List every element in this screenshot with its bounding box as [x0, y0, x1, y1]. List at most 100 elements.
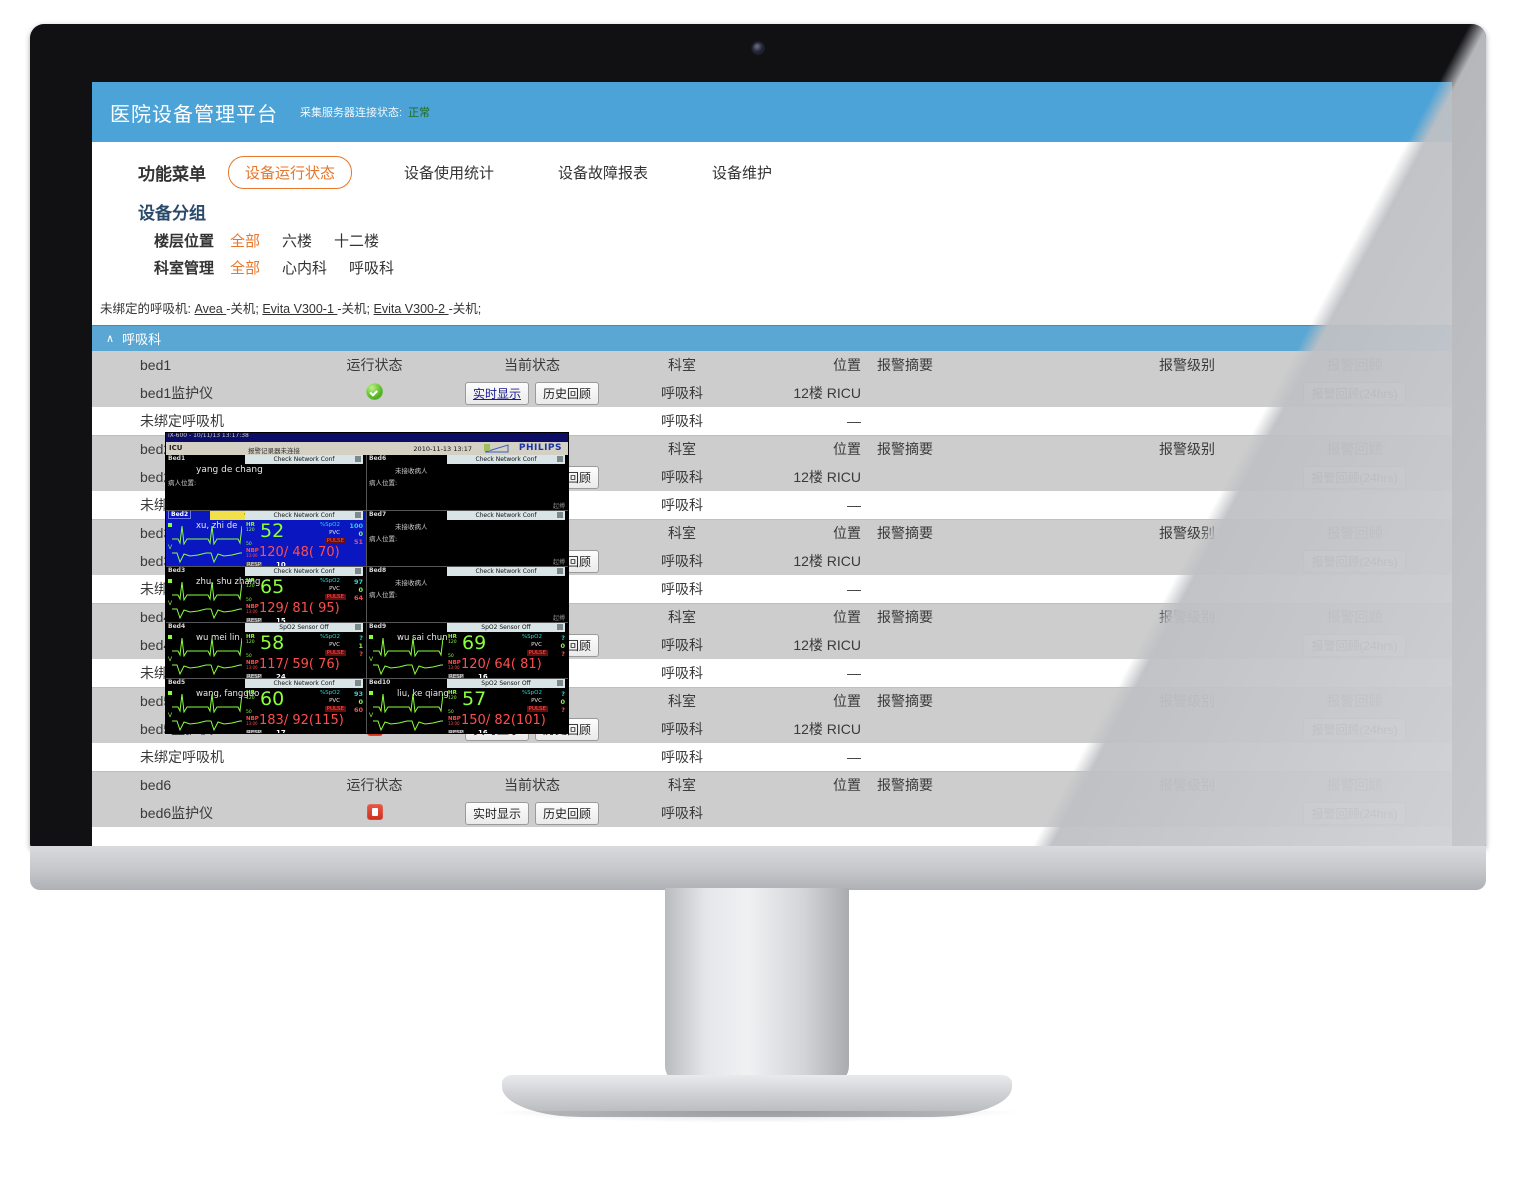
device-alarm-review: 报警回顾(24hrs) — [1257, 463, 1452, 491]
unbound-alarm-review — [1257, 491, 1452, 520]
nbp-label: NBP — [448, 660, 461, 666]
filter-floor-option-12f[interactable]: 十二楼 — [334, 233, 380, 250]
unbound-link-avea[interactable]: Avea — [194, 302, 227, 316]
alarm-review-24hrs-button[interactable]: 报警回顾(24hrs) — [1303, 801, 1406, 825]
monitor-bed-cell[interactable]: Bed10 SpO2 Sensor Off liu, ke qiang V HR 120 5… — [367, 679, 568, 733]
monitor-no-patient-text: 未接收病人 — [395, 523, 428, 531]
ecg-waveform — [373, 691, 443, 713]
nbp-label: NBP — [246, 604, 259, 610]
dropdown-arrow-icon — [557, 568, 563, 574]
filter-floor-option-6f[interactable]: 六楼 — [282, 233, 313, 250]
alarm-review-24hrs-button[interactable]: 报警回顾(24hrs) — [1303, 549, 1406, 573]
monitor-banner-status[interactable]: Check Network Conf — [245, 455, 363, 464]
monitor-bed-cell[interactable]: Bed5 Check Network Conf wang, fangguo V HR 12… — [166, 679, 366, 733]
device-department: 呼吸科 — [617, 631, 747, 659]
status-ok-icon — [366, 383, 383, 400]
monitor-banner-status[interactable]: Check Network Conf — [245, 679, 363, 688]
realtime-display-button[interactable]: 实时显示 — [464, 801, 529, 825]
monitor-vitals-panel: HR 120 50 52 %SpO2 100 PVC 0 PULSE 51 NBP 13:00 120/… — [246, 520, 364, 567]
hr-lower-limit: 50 — [246, 542, 252, 547]
monitor-banner-status[interactable]: Check Network Conf — [447, 511, 565, 520]
device-alarm-review: 报警回顾(24hrs) — [1257, 379, 1452, 407]
device-alarm-review: 报警回顾(24hrs) — [1257, 715, 1452, 743]
col-header-alarm-level: 报警级别 — [1117, 351, 1257, 379]
col-header-current-status: 当前状态 — [447, 771, 617, 799]
monitor-bed-cell[interactable]: Bed2* End Irregular HRCheck Network Conf… — [166, 511, 366, 567]
tab-device-running-status[interactable]: 设备运行状态 — [228, 156, 353, 189]
tab-device-maintenance[interactable]: 设备维护 — [712, 165, 773, 182]
device-location: 12楼 RICU — [747, 463, 867, 491]
alarm-review-24hrs-button[interactable]: 报警回顾(24hrs) — [1303, 717, 1406, 741]
unbound-ventilator-label: 未绑定呼吸机 — [92, 407, 302, 436]
unbound-link-evita-v300-1[interactable]: Evita V300-1 — [262, 302, 338, 316]
pulse-value: 60 — [353, 706, 363, 714]
monitor-banner-status[interactable]: SpO2 Sensor Off — [245, 623, 363, 632]
monitor-bed-cell[interactable]: Bed4 SpO2 Sensor Off wu mei lin V HR 120 50 58%… — [166, 623, 366, 679]
monitor-bed-cell[interactable]: Bed1 Check Network Conf yang de chang 病人位置: — [166, 455, 366, 511]
pvc-label: PVC — [329, 586, 340, 592]
alarm-review-24hrs-button[interactable]: 报警回顾(24hrs) — [1303, 465, 1406, 489]
alarm-review-24hrs-button[interactable]: 报警回顾(24hrs) — [1303, 633, 1406, 657]
realtime-display-button[interactable]: 实时显示 — [464, 381, 529, 405]
art-waveform — [172, 601, 242, 622]
monitor-release-label: 起搏 — [552, 503, 565, 510]
pulse-value: ? — [561, 650, 565, 658]
hr-value: 52 — [260, 520, 285, 542]
filter-department-option-respiratory[interactable]: 呼吸科 — [349, 260, 395, 277]
monitor-bed-header: Bed5 Check Network Conf — [166, 679, 366, 688]
monitor-banner-status[interactable]: Check Network Conf — [245, 567, 363, 576]
device-alarm-review: 报警回顾(24hrs) — [1257, 631, 1452, 659]
dropdown-arrow-icon — [355, 680, 361, 686]
monitor-bed-id: Bed9 — [369, 623, 387, 630]
monitor-bed-cell[interactable]: Bed8 Check Network Conf 未接收病人 病人位置: 起搏 — [367, 567, 568, 623]
filter-department-option-all[interactable]: 全部 — [230, 260, 261, 277]
hr-value: 60 — [260, 688, 285, 710]
monitor-vitals-panel: HR 120 50 58 %SpO2? PVC 1 PULSE? NBP 13:00 117/ 59… — [246, 632, 364, 678]
department-group-header[interactable]: ∧ 呼吸科 — [92, 325, 1452, 351]
unbound-department: 呼吸科 — [617, 407, 747, 436]
art-waveform — [172, 657, 242, 678]
unbound-department: 呼吸科 — [617, 575, 747, 604]
hr-label: HR — [246, 578, 255, 584]
monitor-banner-status[interactable]: Check Network Conf — [447, 567, 565, 576]
resp-value: 10 — [276, 561, 286, 567]
ecg-lead-icon — [168, 690, 172, 697]
device-alarm-level — [1117, 547, 1257, 575]
unbound-link-evita-v300-2[interactable]: Evita V300-2 — [373, 302, 449, 316]
device-name: bed1监护仪 — [92, 379, 302, 407]
resp-label: RESP — [448, 674, 465, 679]
monitor-bed-cell[interactable]: Bed3 Check Network Conf zhu, shu zhang V HR 1… — [166, 567, 366, 623]
monitor-bed-cell[interactable]: Bed7 Check Network Conf 未接收病人 病人位置: 起搏 — [367, 511, 568, 567]
bed-label: bed1 — [92, 351, 302, 379]
col-header-current-status: 当前状态 — [447, 351, 617, 379]
monitor-banner-status[interactable]: Check Network Conf — [447, 455, 565, 464]
monitor-bed-cell[interactable]: Bed9 SpO2 Sensor Off wu sai chun V HR 120 50 69… — [367, 623, 568, 679]
filter-floor-option-all[interactable]: 全部 — [230, 233, 261, 250]
device-alarm-summary — [867, 715, 1117, 743]
monitor-banner-status[interactable]: Check Network Conf — [245, 511, 363, 520]
unbound-alarm-level — [1117, 407, 1257, 436]
monitor-bed-cell[interactable]: Bed6 Check Network Conf 未接收病人 病人位置: 起搏 — [367, 455, 568, 511]
hr-label: HR — [246, 522, 255, 528]
history-review-button[interactable]: 历史回顾 — [535, 801, 600, 825]
filter-department-option-cardiology[interactable]: 心内科 — [282, 260, 328, 277]
philips-monitor-overlay[interactable]: iX-600 - 10/11/13 13:17:38 ICU 报警记录器未连接 … — [165, 432, 569, 734]
tab-device-usage-stats[interactable]: 设备使用统计 — [404, 165, 495, 182]
monitor-banner-status[interactable]: SpO2 Sensor Off — [447, 623, 565, 632]
tab-device-fault-report[interactable]: 设备故障报表 — [558, 165, 649, 182]
alarm-review-24hrs-button[interactable]: 报警回顾(24hrs) — [1303, 381, 1406, 405]
history-review-button[interactable]: 历史回顾 — [535, 381, 600, 405]
monitor-unit-label: ICU — [169, 444, 183, 452]
grouping-title: 设备分组 — [138, 204, 206, 223]
unbound-location: — — [747, 659, 867, 688]
dropdown-arrow-icon — [557, 512, 563, 518]
monitor-banner-status[interactable]: SpO2 Sensor Off — [447, 679, 565, 688]
nbp-value: 120/ 64( 81) — [461, 657, 542, 672]
table-row: bed1 运行状态 当前状态 科室 位置 报警摘要 报警级别 报警回顾 — [92, 351, 1452, 379]
pulse-value: 51 — [353, 538, 363, 546]
app-header: 医院设备管理平台 采集服务器连接状态: 正常 — [92, 82, 1452, 142]
device-current-status: 实时显示历史回顾 — [447, 799, 617, 827]
second-lead-label: V — [168, 656, 173, 663]
device-department: 呼吸科 — [617, 715, 747, 743]
